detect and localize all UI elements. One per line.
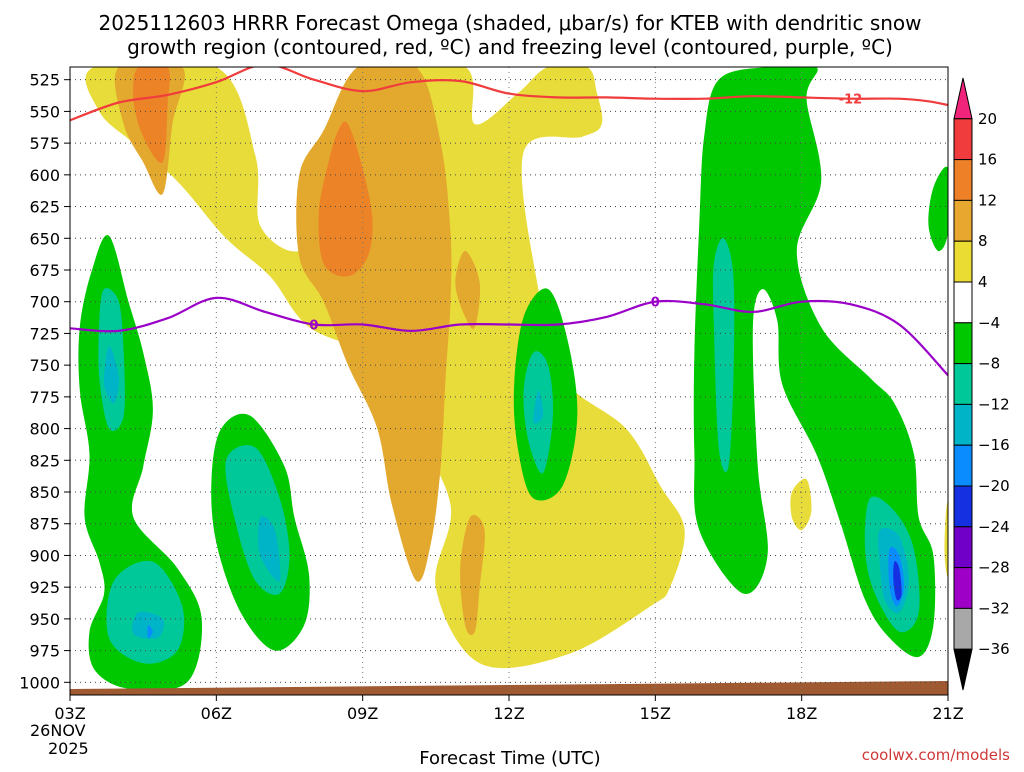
colorbar-label-1: 16 (978, 151, 997, 169)
colorbar-swatch-12 (953, 567, 973, 609)
colorbar-label-13: −36 (978, 640, 1010, 658)
omega-region-6-level-12 (318, 121, 373, 277)
omega-region-5-level-12 (133, 67, 170, 164)
source-credit: coolwx.com/models (862, 746, 1010, 764)
y-tick-label-850: 850 (29, 483, 60, 502)
colorbar-swatch-1 (953, 118, 973, 161)
dgz-minus12-contour-label: -12 (839, 93, 863, 108)
omega-region-20-level--12 (258, 516, 281, 582)
colorbar-label-12: −32 (978, 599, 1010, 617)
colorbar-label-2: 12 (978, 191, 997, 209)
colorbar-swatch-top-arrow (953, 77, 973, 120)
dgz-minus12-contour-line (70, 67, 948, 122)
colorbar-label-6: −8 (978, 355, 1000, 373)
y-tick-label-800: 800 (29, 420, 60, 439)
omega-region-21-level--12 (533, 390, 544, 424)
omega-region-11-level--4 (928, 166, 948, 252)
colorbar-swatch-4 (953, 240, 973, 283)
x-tick-label-15Z: 15Z (640, 704, 671, 723)
colorbar-label-0: 20 (978, 110, 997, 128)
freezing-level-contour-label: 0 (651, 296, 660, 311)
colorbar-label-9: −20 (978, 477, 1010, 495)
colorbar-swatch-8 (953, 403, 973, 446)
contour-layer: -12 0 0 (70, 67, 948, 377)
omega-region-26-level-4 (790, 478, 812, 531)
x-axis: 03Z 06Z 09Z 12Z 15Z 18Z 21Z (54, 695, 964, 723)
y-tick-label-575: 575 (29, 134, 60, 153)
y-axis: 525 550 575 600 625 650 675 700 725 750 775 800 825 8… (19, 71, 70, 692)
colorbar-swatch-10 (953, 485, 973, 528)
colorbar-label-5: −4 (978, 314, 1000, 332)
omega-region-16-level--8 (712, 238, 735, 473)
omega-region-25-level--20 (893, 561, 902, 601)
colorbar-swatch-11 (953, 526, 973, 569)
chart-title-line-2: growth region (contoured, red, ºC) and f… (127, 35, 893, 59)
y-tick-label-975: 975 (29, 642, 60, 661)
y-tick-label-525: 525 (29, 71, 60, 90)
y-tick-label-650: 650 (29, 229, 60, 248)
colorbar-label-7: −12 (978, 395, 1010, 413)
colorbar-swatch-9 (953, 444, 973, 487)
colorbar-swatch-2 (953, 159, 973, 201)
colorbar-label-8: −16 (978, 436, 1010, 454)
y-tick-label-950: 950 (29, 610, 60, 629)
colorbar-swatch-6 (953, 322, 973, 365)
x-tick-label-06Z: 06Z (201, 704, 232, 723)
y-tick-label-900: 900 (29, 546, 60, 565)
colorbar-swatch-bottom-arrow (953, 648, 973, 691)
y-tick-label-875: 875 (29, 515, 60, 534)
x-tick-label-12Z: 12Z (493, 704, 524, 723)
colorbar-swatch-5 (953, 281, 973, 324)
omega-region-27-level-4 (944, 501, 948, 577)
omega-region-4-level-8 (460, 515, 485, 636)
colorbar: 20 16 12 8 4 −4 −8 −12 −16 −20 −24 −28 −32 −36 (953, 77, 1010, 691)
freezing-level-contour-line (70, 296, 948, 377)
y-tick-label-775: 775 (29, 388, 60, 407)
colorbar-swatch-3 (953, 199, 973, 242)
colorbar-label-10: −24 (978, 518, 1010, 536)
chart-title-line-1: 2025112603 HRRR Forecast Omega (shaded, … (98, 11, 921, 35)
colorbar-swatch-7 (953, 363, 973, 405)
x-tick-label-21Z: 21Z (932, 704, 963, 723)
freezing-level-contour-label-2: 0 (309, 319, 318, 334)
omega-region-18-level--12 (103, 346, 119, 404)
y-tick-label-700: 700 (29, 293, 60, 312)
y-tick-label-925: 925 (29, 578, 60, 597)
colorbar-swatch-13 (953, 607, 973, 650)
x-start-date-day: 26NOV (30, 721, 86, 740)
y-tick-label-675: 675 (29, 261, 60, 280)
omega-region-3-level-8 (455, 251, 481, 329)
omega-shading-layer (78, 67, 948, 691)
y-tick-label-600: 600 (29, 166, 60, 185)
y-tick-label-725: 725 (29, 324, 60, 343)
x-start-date-year: 2025 (48, 739, 89, 758)
x-tick-label-18Z: 18Z (786, 704, 817, 723)
y-tick-label-750: 750 (29, 356, 60, 375)
omega-region-24-level--16 (147, 625, 153, 639)
y-tick-label-1000: 1000 (19, 673, 60, 692)
x-axis-title: Forecast Time (UTC) (419, 748, 600, 768)
y-tick-label-625: 625 (29, 198, 60, 217)
colorbar-label-11: −28 (978, 559, 1010, 577)
colorbar-label-3: 8 (978, 232, 988, 250)
y-tick-label-825: 825 (29, 451, 60, 470)
y-tick-label-550: 550 (29, 102, 60, 121)
x-tick-label-03Z: 03Z (54, 704, 85, 723)
colorbar-label-4: 4 (978, 273, 988, 291)
x-tick-label-09Z: 09Z (347, 704, 378, 723)
